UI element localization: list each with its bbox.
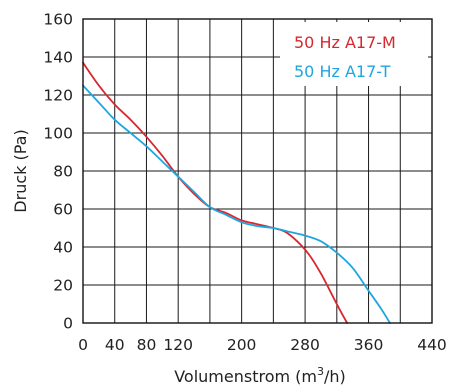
y-tick-label: 120 <box>43 87 73 105</box>
x-axis-title-superscript: 3 <box>317 365 324 378</box>
y-tick-label: 0 <box>63 315 73 333</box>
legend-box <box>280 22 428 86</box>
x-tick-label: 360 <box>354 336 384 354</box>
x-tick-label: 40 <box>105 336 125 354</box>
x-tick-label: 0 <box>78 336 88 354</box>
curves <box>82 61 391 324</box>
legend: 50 Hz A17-M 50 Hz A17-T <box>280 22 428 86</box>
series-line-1 <box>82 84 391 324</box>
x-tick-label: 440 <box>417 336 447 354</box>
y-axis-title: Druck (Pa) <box>11 129 30 212</box>
y-tick-label: 140 <box>43 49 73 67</box>
y-tick-label: 60 <box>53 201 73 219</box>
plot-frame <box>82 18 433 324</box>
x-tick-label: 120 <box>163 336 193 354</box>
legend-label-a17-m: 50 Hz A17-M <box>294 33 396 52</box>
x-axis-title-tail: /h) <box>324 367 346 386</box>
x-tick-label: 80 <box>137 336 157 354</box>
y-tick-label: 100 <box>43 125 73 143</box>
x-tick-label: 200 <box>227 336 257 354</box>
tick-labels: 0 20 40 60 80 100 120 140 160 0 40 80 120 200 280 360 44… <box>43 11 446 355</box>
y-tick-label: 160 <box>43 11 73 29</box>
x-axis-title: Volumenstrom (m3/h) <box>174 365 346 386</box>
x-axis-title-main: Volumenstrom (m <box>174 367 317 386</box>
y-tick-label: 40 <box>53 239 73 257</box>
series-line-0 <box>82 61 349 324</box>
x-tick-label: 280 <box>290 336 320 354</box>
y-tick-label: 80 <box>53 163 73 181</box>
legend-label-a17-t: 50 Hz A17-T <box>294 62 391 81</box>
y-tick-label: 20 <box>53 277 73 295</box>
